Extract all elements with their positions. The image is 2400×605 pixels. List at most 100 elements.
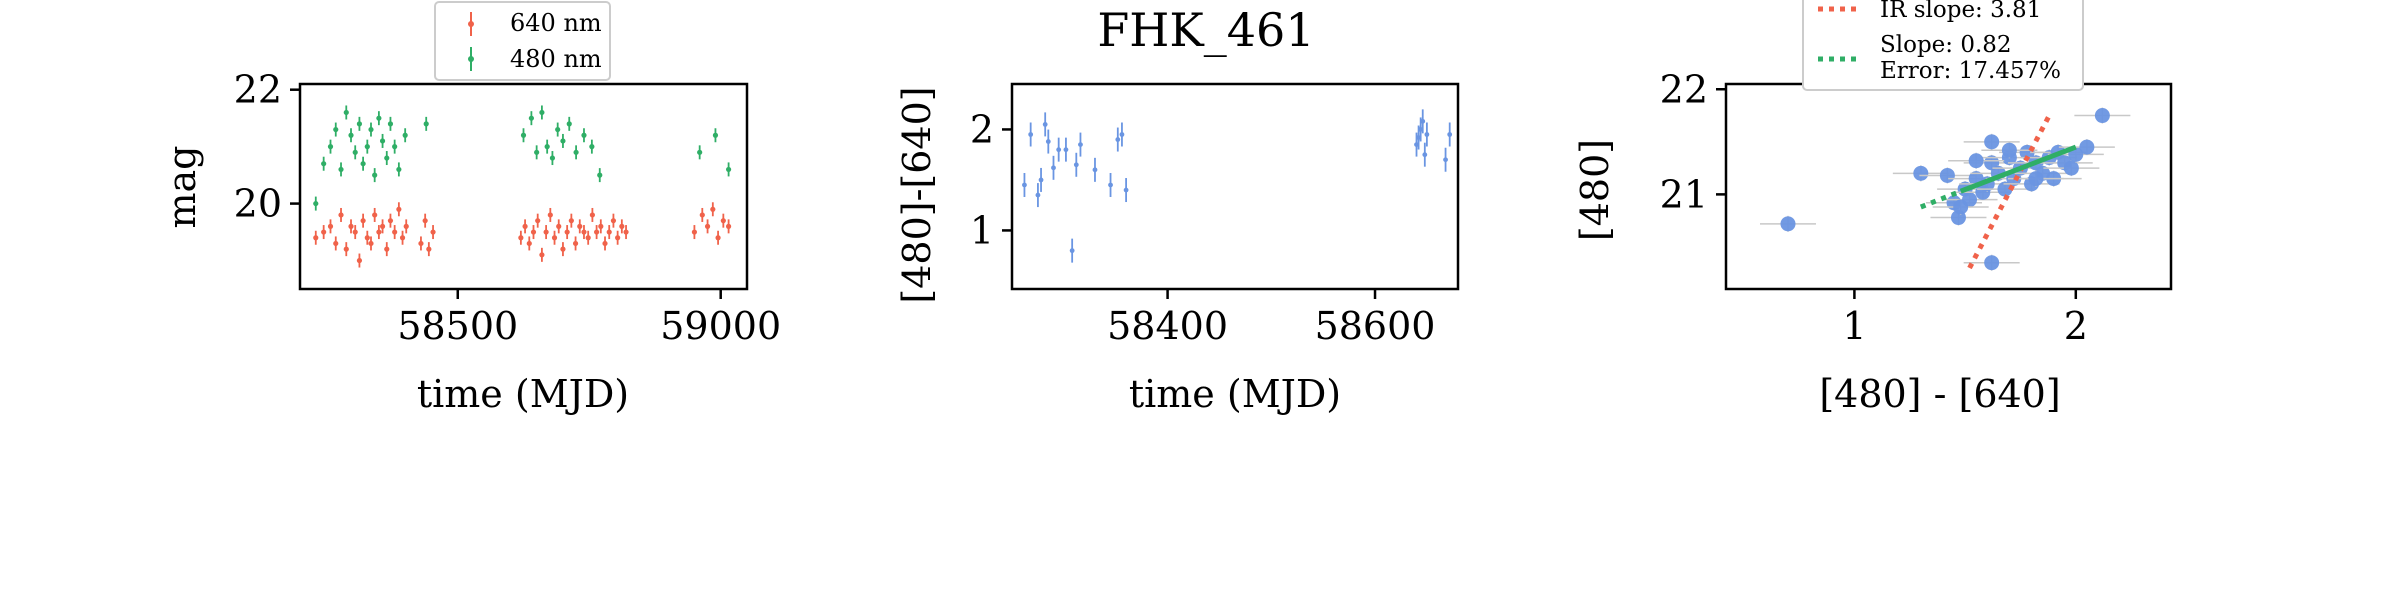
light-curve-point bbox=[615, 230, 621, 245]
color-magnitude-point bbox=[2043, 160, 2100, 177]
light-curve-point bbox=[313, 196, 319, 211]
light-curve-point bbox=[715, 230, 721, 245]
color-curve-point bbox=[1038, 167, 1044, 192]
color-magnitude-point bbox=[1892, 165, 1949, 182]
color-curve-ylabel: [480]-[640] bbox=[895, 86, 939, 303]
color-magnitude-plot-area bbox=[1759, 107, 2131, 271]
light-curve-point bbox=[402, 128, 408, 143]
light-curve-point bbox=[725, 219, 732, 234]
light-curve-point bbox=[372, 168, 378, 183]
light-curve-point bbox=[333, 236, 339, 251]
color-magnitude-xtick-label: 1 bbox=[1842, 304, 1866, 348]
light-curve-point bbox=[520, 128, 527, 143]
legend-marker-480 bbox=[468, 47, 474, 71]
light-curve-point bbox=[528, 111, 534, 126]
color-magnitude-point bbox=[2074, 107, 2131, 124]
light-curve-ticks: 58500 59000 20 22 bbox=[234, 68, 782, 348]
light-curve-point bbox=[539, 247, 545, 262]
legend-marker-640 bbox=[468, 12, 474, 36]
light-curve-point bbox=[426, 242, 432, 257]
color-curve-point bbox=[1063, 137, 1069, 162]
light-curve-point bbox=[602, 236, 608, 251]
light-curve-point bbox=[384, 151, 390, 166]
light-curve-point bbox=[560, 133, 566, 148]
light-curve-point bbox=[539, 105, 545, 120]
color-curve-point bbox=[1108, 172, 1113, 197]
panel-color-curve: 58400 58600 1 2 time (MJD) [480]-[640] bbox=[895, 82, 1460, 416]
color-magnitude-xtick-label: 2 bbox=[2064, 304, 2088, 348]
light-curve-point bbox=[564, 225, 570, 240]
light-curve-point bbox=[338, 162, 344, 177]
light-curve-plot-area bbox=[313, 105, 732, 268]
light-curve-xlabel: time (MJD) bbox=[417, 372, 629, 416]
light-curve-point bbox=[593, 225, 600, 240]
light-curve-point bbox=[364, 230, 370, 245]
color-curve-point bbox=[1119, 122, 1125, 147]
light-curve-point bbox=[589, 139, 595, 154]
light-curve-point bbox=[392, 139, 398, 154]
light-curve-point bbox=[430, 225, 436, 240]
color-magnitude-fit-line bbox=[1959, 144, 2077, 194]
light-curve-point bbox=[697, 145, 703, 160]
light-curve-point bbox=[356, 116, 363, 131]
color-curve-point bbox=[1420, 109, 1426, 134]
panel-light-curve: 58500 59000 20 22 time (MJD) mag 640 nm 480… bbox=[160, 1, 782, 416]
light-curve-point bbox=[699, 207, 705, 222]
light-curve-point bbox=[710, 202, 716, 217]
light-curve-point bbox=[568, 213, 574, 228]
color-curve-point bbox=[1424, 122, 1430, 147]
color-curve-xlabel: time (MJD) bbox=[1129, 372, 1341, 416]
light-curve-point bbox=[327, 219, 334, 234]
light-curve-point bbox=[343, 105, 349, 120]
legend-box bbox=[434, 1, 611, 81]
color-curve-point bbox=[1028, 122, 1034, 147]
panel-color-magnitude: 1 2 21 22 [480] - [640] [480] IR slope: 3.8… bbox=[1573, 0, 2173, 416]
color-curve-ytick-label: 2 bbox=[970, 107, 994, 151]
light-curve-point bbox=[379, 219, 386, 234]
color-curve-point bbox=[1073, 152, 1079, 177]
color-curve-point bbox=[1035, 183, 1041, 208]
light-curve-point bbox=[526, 236, 532, 251]
light-curve-point bbox=[396, 162, 402, 177]
light-curve-point bbox=[423, 116, 429, 131]
legend-label-slope: Slope: 0.82 bbox=[1880, 32, 2012, 58]
color-curve-point bbox=[1078, 132, 1083, 157]
light-curve-point bbox=[597, 168, 603, 183]
light-curve-point bbox=[356, 253, 363, 268]
color-magnitude-ytick-label: 22 bbox=[1660, 67, 1708, 111]
light-curve-point bbox=[581, 128, 587, 143]
light-curve-point bbox=[572, 236, 579, 251]
light-curve-point bbox=[535, 213, 541, 228]
color-magnitude-point bbox=[1932, 199, 1989, 215]
color-curve-point bbox=[1123, 178, 1129, 203]
color-curve-point bbox=[1056, 137, 1062, 162]
legend-box bbox=[1802, 0, 2084, 91]
light-curve-point bbox=[725, 162, 732, 177]
color-magnitude-point bbox=[1963, 133, 2020, 150]
light-curve-legend: 640 nm 480 nm bbox=[434, 1, 611, 81]
light-curve-point bbox=[343, 242, 349, 257]
light-curve-point bbox=[321, 225, 327, 240]
color-magnitude-xlabel: [480] - [640] bbox=[1819, 372, 2060, 416]
light-curve-point bbox=[712, 128, 719, 143]
light-curve-point bbox=[338, 207, 344, 222]
color-magnitude-point bbox=[1976, 181, 2033, 198]
color-curve-ticks: 58400 58600 1 2 bbox=[970, 107, 1436, 348]
light-curve-point bbox=[543, 225, 549, 240]
color-magnitude-point bbox=[2058, 139, 2115, 156]
color-magnitude-point bbox=[1948, 152, 2005, 169]
light-curve-point bbox=[573, 145, 579, 160]
light-curve-point bbox=[348, 219, 354, 234]
light-curve-point bbox=[321, 156, 327, 171]
light-curve-point bbox=[372, 207, 378, 222]
color-magnitude-fit-line bbox=[1919, 188, 1962, 210]
light-curve-point bbox=[368, 236, 374, 251]
light-curve-point bbox=[560, 242, 566, 257]
color-magnitude-point bbox=[1759, 215, 1816, 232]
color-magnitude-ticks: 1 2 21 22 bbox=[1660, 67, 2088, 348]
color-magnitude-legend: IR slope: 3.81 Slope: 0.82 Error: 17.457… bbox=[1802, 0, 2084, 91]
color-magnitude-point bbox=[1963, 254, 2020, 271]
light-curve-point bbox=[360, 156, 366, 171]
light-curve-point bbox=[387, 213, 394, 228]
